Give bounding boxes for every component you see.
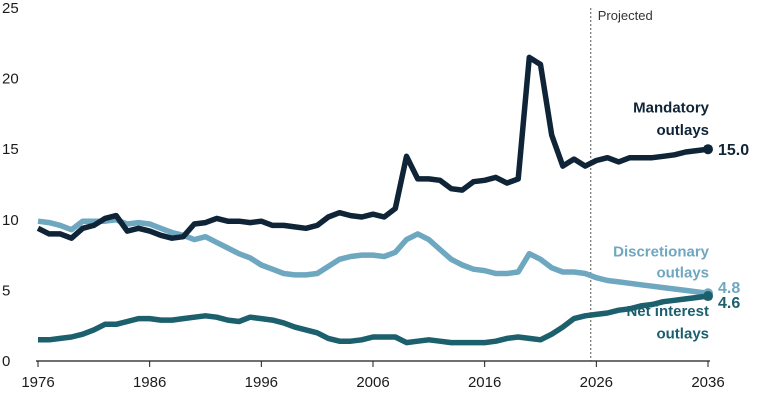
x-tick-label: 1986: [133, 374, 166, 391]
y-axis: 0 5 10 15 20 25: [2, 0, 19, 370]
series-label: Net interest: [626, 303, 709, 320]
series-end-point: [703, 144, 713, 155]
x-tick-label: 2006: [356, 374, 389, 391]
y-tick-label: 20: [2, 71, 19, 88]
y-tick-label: 15: [2, 141, 19, 158]
y-tick-label: 0: [2, 353, 10, 370]
series-end-value: 15.0: [718, 142, 749, 159]
x-axis: 1976 1986 1996 2006 2016 2026 2036: [21, 360, 725, 391]
series-label: outlays: [656, 122, 709, 139]
series-labels: 15.0 Mandatory outlays 4.8 Discretionary outl…: [613, 99, 749, 342]
series-end-point: [703, 291, 713, 302]
series-label: outlays: [656, 325, 709, 342]
series-line: [36, 54, 709, 241]
x-tick-label: 2026: [580, 374, 613, 391]
y-tick-label: 5: [2, 282, 10, 299]
x-tick-label: 1996: [245, 374, 278, 391]
projected-label: Projected: [598, 8, 653, 23]
series-line: [38, 293, 709, 346]
y-tick-label: 10: [2, 212, 19, 229]
x-tick-label: 2016: [468, 374, 501, 391]
projection-marker: Projected: [590, 8, 653, 361]
series-label: Discretionary: [613, 244, 710, 261]
series-end-value: 4.6: [718, 295, 740, 312]
series-label: Mandatory: [633, 99, 710, 116]
x-tick-label: 2036: [691, 374, 724, 391]
series-line: [37, 217, 709, 296]
x-tick-label: 1976: [21, 374, 54, 391]
series-end-value: 4.8: [718, 280, 740, 297]
series-label: outlays: [656, 265, 709, 282]
series-lines: [36, 54, 709, 346]
y-tick-label: 25: [2, 0, 19, 17]
